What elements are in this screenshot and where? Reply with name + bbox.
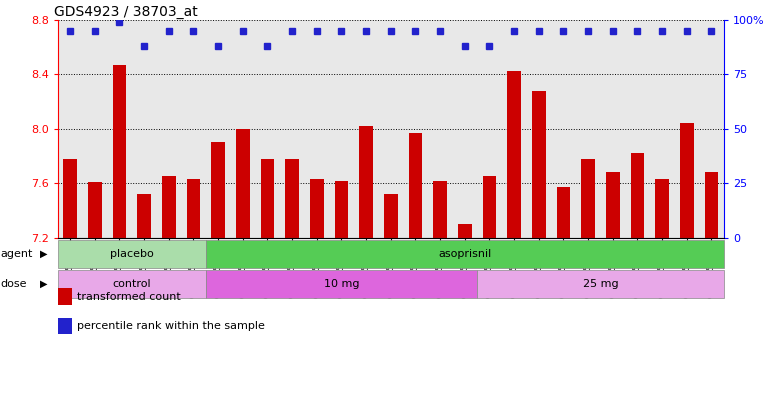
Bar: [384, 194, 397, 238]
Bar: [186, 179, 200, 238]
Bar: [631, 153, 644, 238]
Bar: [137, 194, 151, 238]
Bar: [705, 173, 718, 238]
Text: 25 mg: 25 mg: [583, 279, 618, 289]
Text: asoprisnil: asoprisnil: [438, 249, 491, 259]
Bar: [434, 180, 447, 238]
Bar: [360, 126, 373, 238]
Bar: [206, 270, 477, 298]
Bar: [606, 173, 620, 238]
Bar: [206, 240, 724, 268]
Text: ▶: ▶: [40, 279, 48, 289]
Text: percentile rank within the sample: percentile rank within the sample: [77, 321, 265, 331]
Bar: [532, 90, 546, 238]
Text: transformed count: transformed count: [77, 292, 181, 302]
Text: agent: agent: [1, 249, 33, 259]
Bar: [655, 179, 669, 238]
Bar: [58, 240, 206, 268]
Bar: [335, 180, 348, 238]
Bar: [162, 176, 176, 238]
Bar: [310, 179, 323, 238]
Text: ▶: ▶: [40, 249, 48, 259]
Bar: [112, 64, 126, 238]
Bar: [58, 270, 206, 298]
Text: dose: dose: [1, 279, 27, 289]
Bar: [458, 224, 471, 238]
Bar: [261, 159, 274, 238]
Bar: [557, 187, 571, 238]
Text: GDS4923 / 38703_at: GDS4923 / 38703_at: [55, 5, 198, 18]
Text: control: control: [112, 279, 151, 289]
Bar: [581, 159, 595, 238]
Bar: [236, 129, 249, 238]
Bar: [507, 72, 521, 238]
Bar: [63, 159, 77, 238]
Bar: [88, 182, 102, 238]
Bar: [483, 176, 496, 238]
Text: 10 mg: 10 mg: [323, 279, 359, 289]
Bar: [286, 159, 299, 238]
Bar: [211, 142, 225, 238]
Bar: [409, 133, 422, 238]
Bar: [477, 270, 724, 298]
Text: placebo: placebo: [110, 249, 154, 259]
Bar: [680, 123, 694, 238]
